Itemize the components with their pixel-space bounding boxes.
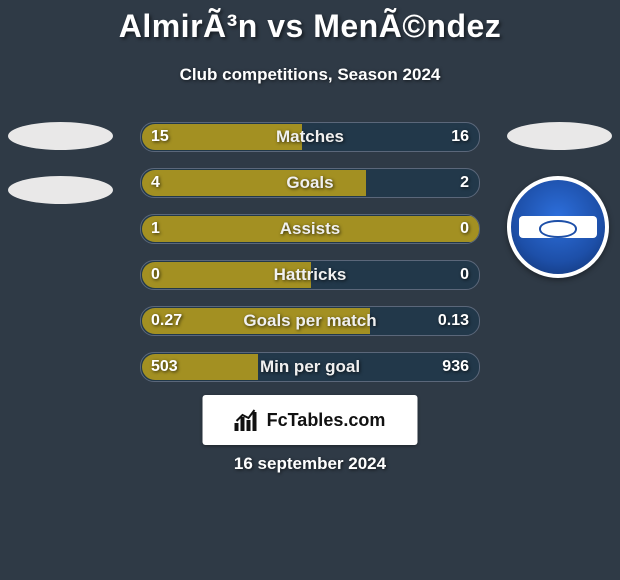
- bar-chart-icon: [235, 409, 261, 431]
- stat-bar: 0.270.13Goals per match: [140, 306, 480, 336]
- stat-bar: 10Assists: [140, 214, 480, 244]
- footer-brand-text: FcTables.com: [267, 410, 386, 431]
- date-text: 16 september 2024: [0, 454, 620, 474]
- stat-bar-right-fill: [370, 308, 478, 334]
- comparison-bars: 1516Matches 42Goals 10Assists 00Hattricks 0.…: [140, 122, 480, 398]
- stat-bar-left-fill: [142, 216, 480, 242]
- stat-bar-left-fill: [142, 354, 260, 380]
- page-title: AlmirÃ³n vs MenÃ©ndez: [0, 0, 620, 45]
- stat-value-right: 0: [460, 261, 469, 289]
- stat-bar-right-fill: [302, 124, 478, 150]
- stat-bar: 00Hattricks: [140, 260, 480, 290]
- stat-bar: 503936Min per goal: [140, 352, 480, 382]
- team-badge-ellipse: [8, 176, 113, 204]
- stat-bar: 42Goals: [140, 168, 480, 198]
- stat-bar-right-fill: [366, 170, 478, 196]
- right-team-badges: [507, 122, 612, 278]
- team-badge-ellipse: [507, 122, 612, 150]
- stat-bar-left-fill: [142, 262, 311, 288]
- page-subtitle: Club competitions, Season 2024: [0, 65, 620, 85]
- stat-bar-left-fill: [142, 170, 368, 196]
- stat-bar-right-fill: [258, 354, 478, 380]
- team-badge-ellipse: [8, 122, 113, 150]
- left-team-badges: [8, 122, 113, 230]
- footer-brand-box: FcTables.com: [203, 395, 418, 445]
- stat-bar: 1516Matches: [140, 122, 480, 152]
- team-badge-shield: [507, 176, 609, 278]
- stat-bar-left-fill: [142, 124, 304, 150]
- stat-bar-left-fill: [142, 308, 372, 334]
